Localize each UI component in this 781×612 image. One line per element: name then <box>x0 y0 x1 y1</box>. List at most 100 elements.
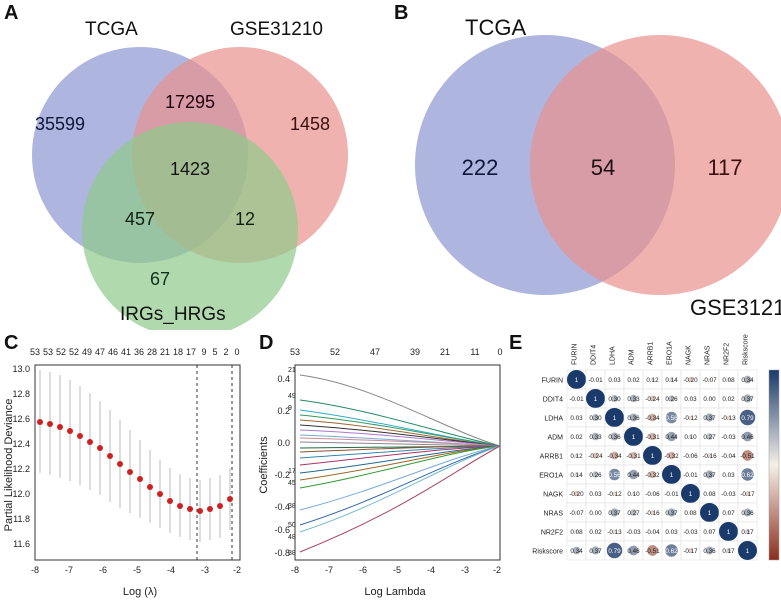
corr-cell-ddit4-arrb1[interactable]: -0.24 <box>643 389 662 408</box>
corr-cell-nagk-nras[interactable]: 0.08 <box>700 484 719 503</box>
corr-cell-arrb1-ldha[interactable]: -0.34 <box>605 446 624 465</box>
corr-cell-adm-riskscore[interactable]: 0.46 <box>738 427 757 446</box>
corr-cell-nr2f2-ldha[interactable]: -0.13 <box>605 522 624 541</box>
corr-cell-nagk-adm[interactable]: 0.10 <box>624 484 643 503</box>
corr-cell-ero1a-adm[interactable]: 0.44 <box>624 465 643 484</box>
corr-cell-ldha-adm[interactable]: 0.36 <box>624 408 643 427</box>
corr-cell-riskscore-arrb1[interactable]: -0.51 <box>643 541 662 560</box>
corr-cell-adm-nras[interactable]: 0.27 <box>700 427 719 446</box>
corr-cell-ero1a-furin[interactable]: 0.14 <box>567 465 586 484</box>
corr-cell-arrb1-furin[interactable]: 0.12 <box>567 446 586 465</box>
corr-cell-ldha-furin[interactable]: 0.03 <box>567 408 586 427</box>
corr-cell-ero1a-ero1a[interactable]: 1 <box>662 465 681 484</box>
corr-cell-nras-nras[interactable]: 1 <box>700 503 719 522</box>
corr-cell-ero1a-arrb1[interactable]: -0.32 <box>643 465 662 484</box>
corr-cell-furin-nras[interactable]: -0.07 <box>700 370 719 389</box>
corr-cell-nr2f2-arrb1[interactable]: -0.04 <box>643 522 662 541</box>
corr-cell-furin-nr2f2[interactable]: 0.08 <box>719 370 738 389</box>
corr-cell-ldha-ddit4[interactable]: 0.30 <box>586 408 605 427</box>
corr-cell-arrb1-arrb1[interactable]: 1 <box>643 446 662 465</box>
venn-circle-gse-b[interactable] <box>530 35 781 295</box>
corr-cell-nagk-ero1a[interactable]: -0.01 <box>662 484 681 503</box>
corr-cell-nras-ddit4[interactable]: 0.00 <box>586 503 605 522</box>
corr-cell-ddit4-furin[interactable]: -0.01 <box>567 389 586 408</box>
corr-cell-nras-adm[interactable]: 0.27 <box>624 503 643 522</box>
corr-cell-arrb1-adm[interactable]: -0.31 <box>624 446 643 465</box>
corr-cell-nras-nr2f2[interactable]: 0.07 <box>719 503 738 522</box>
corr-cell-nras-arrb1[interactable]: -0.16 <box>643 503 662 522</box>
corr-cell-ldha-nras[interactable]: 0.37 <box>700 408 719 427</box>
corr-cell-nras-ero1a[interactable]: 0.37 <box>662 503 681 522</box>
corr-cell-riskscore-nras[interactable]: 0.36 <box>700 541 719 560</box>
corr-cell-furin-ero1a[interactable]: 0.14 <box>662 370 681 389</box>
corr-cell-ldha-nagk[interactable]: -0.12 <box>681 408 700 427</box>
corr-cell-ddit4-riskscore[interactable]: 0.37 <box>738 389 757 408</box>
corr-cell-furin-adm[interactable]: 0.02 <box>624 370 643 389</box>
corr-cell-adm-ldha[interactable]: 0.36 <box>605 427 624 446</box>
corr-cell-nr2f2-ero1a[interactable]: 0.03 <box>662 522 681 541</box>
corr-cell-arrb1-riskscore[interactable]: -0.51 <box>738 446 757 465</box>
corr-cell-furin-nagk[interactable]: -0.20 <box>681 370 700 389</box>
venn-circle-irgshrgs-a[interactable] <box>82 122 298 330</box>
corr-cell-riskscore-ldha[interactable]: 0.79 <box>605 541 624 560</box>
corr-cell-nras-ldha[interactable]: 0.37 <box>605 503 624 522</box>
corr-cell-ddit4-ddit4[interactable]: 1 <box>586 389 605 408</box>
corr-cell-furin-riskscore[interactable]: 0.34 <box>738 370 757 389</box>
corr-cell-adm-ddit4[interactable]: 0.33 <box>586 427 605 446</box>
corr-cell-ddit4-adm[interactable]: 0.33 <box>624 389 643 408</box>
corr-cell-nras-riskscore[interactable]: 0.36 <box>738 503 757 522</box>
corr-cell-arrb1-nr2f2[interactable]: -0.04 <box>719 446 738 465</box>
corr-cell-ero1a-nras[interactable]: 0.37 <box>700 465 719 484</box>
corr-cell-arrb1-nagk[interactable]: -0.06 <box>681 446 700 465</box>
corr-cell-nr2f2-adm[interactable]: -0.03 <box>624 522 643 541</box>
corr-cell-nagk-riskscore[interactable]: -0.17 <box>738 484 757 503</box>
corr-cell-nagk-furin[interactable]: -0.20 <box>567 484 586 503</box>
corr-cell-riskscore-nagk[interactable]: -0.17 <box>681 541 700 560</box>
corr-cell-furin-arrb1[interactable]: 0.12 <box>643 370 662 389</box>
corr-cell-ldha-ldha[interactable]: 1 <box>605 408 624 427</box>
corr-cell-ero1a-nagk[interactable]: -0.01 <box>681 465 700 484</box>
corr-cell-ddit4-ldha[interactable]: 0.30 <box>605 389 624 408</box>
corr-cell-ero1a-nr2f2[interactable]: 0.03 <box>719 465 738 484</box>
corr-cell-arrb1-ddit4[interactable]: -0.24 <box>586 446 605 465</box>
corr-cell-riskscore-ero1a[interactable]: 0.62 <box>662 541 681 560</box>
corr-cell-ero1a-ldha[interactable]: 0.56 <box>605 465 624 484</box>
corr-cell-nagk-nagk[interactable]: 1 <box>681 484 700 503</box>
corr-grid-cells[interactable]: 1 -0.01 0.03 0.02 0.12 0.14 -0.20 -0.07 0.08 0.34… <box>567 370 757 560</box>
corr-cell-arrb1-ero1a[interactable]: -0.32 <box>662 446 681 465</box>
corr-cell-furin-ddit4[interactable]: -0.01 <box>586 370 605 389</box>
corr-cell-adm-nr2f2[interactable]: -0.03 <box>719 427 738 446</box>
corr-cell-ero1a-riskscore[interactable]: 0.62 <box>738 465 757 484</box>
corr-cell-furin-ldha[interactable]: 0.03 <box>605 370 624 389</box>
corr-cell-adm-arrb1[interactable]: -0.31 <box>643 427 662 446</box>
corr-cell-nr2f2-ddit4[interactable]: 0.02 <box>586 522 605 541</box>
corr-cell-riskscore-nr2f2[interactable]: 0.17 <box>719 541 738 560</box>
corr-cell-riskscore-riskscore[interactable]: 1 <box>738 541 757 560</box>
corr-cell-nagk-arrb1[interactable]: -0.06 <box>643 484 662 503</box>
corr-cell-ddit4-nr2f2[interactable]: 0.02 <box>719 389 738 408</box>
corr-cell-ddit4-nagk[interactable]: 0.03 <box>681 389 700 408</box>
corr-cell-nr2f2-riskscore[interactable]: 0.17 <box>738 522 757 541</box>
corr-cell-adm-ero1a[interactable]: 0.44 <box>662 427 681 446</box>
corr-cell-furin-furin[interactable]: 1 <box>567 370 586 389</box>
corr-cell-arrb1-nras[interactable]: -0.16 <box>700 446 719 465</box>
corr-cell-nagk-ddit4[interactable]: 0.03 <box>586 484 605 503</box>
corr-cell-nras-nagk[interactable]: 0.08 <box>681 503 700 522</box>
corr-cell-nr2f2-nras[interactable]: 0.07 <box>700 522 719 541</box>
corr-cell-adm-nagk[interactable]: 0.10 <box>681 427 700 446</box>
corr-cell-riskscore-furin[interactable]: 0.34 <box>567 541 586 560</box>
corr-cell-nras-furin[interactable]: -0.07 <box>567 503 586 522</box>
corr-cell-nr2f2-nagk[interactable]: -0.03 <box>681 522 700 541</box>
corr-cell-nagk-ldha[interactable]: -0.12 <box>605 484 624 503</box>
corr-cell-nr2f2-nr2f2[interactable]: 1 <box>719 522 738 541</box>
corr-cell-ldha-ero1a[interactable]: 0.56 <box>662 408 681 427</box>
corr-cell-ddit4-nras[interactable]: 0.00 <box>700 389 719 408</box>
corr-cell-riskscore-adm[interactable]: 0.46 <box>624 541 643 560</box>
corr-cell-ldha-riskscore[interactable]: 0.79 <box>738 408 757 427</box>
corr-cell-ero1a-ddit4[interactable]: 0.26 <box>586 465 605 484</box>
corr-cell-riskscore-ddit4[interactable]: 0.37 <box>586 541 605 560</box>
corr-cell-adm-furin[interactable]: 0.02 <box>567 427 586 446</box>
corr-cell-adm-adm[interactable]: 1 <box>624 427 643 446</box>
corr-cell-ldha-arrb1[interactable]: -0.34 <box>643 408 662 427</box>
corr-cell-ddit4-ero1a[interactable]: 0.26 <box>662 389 681 408</box>
